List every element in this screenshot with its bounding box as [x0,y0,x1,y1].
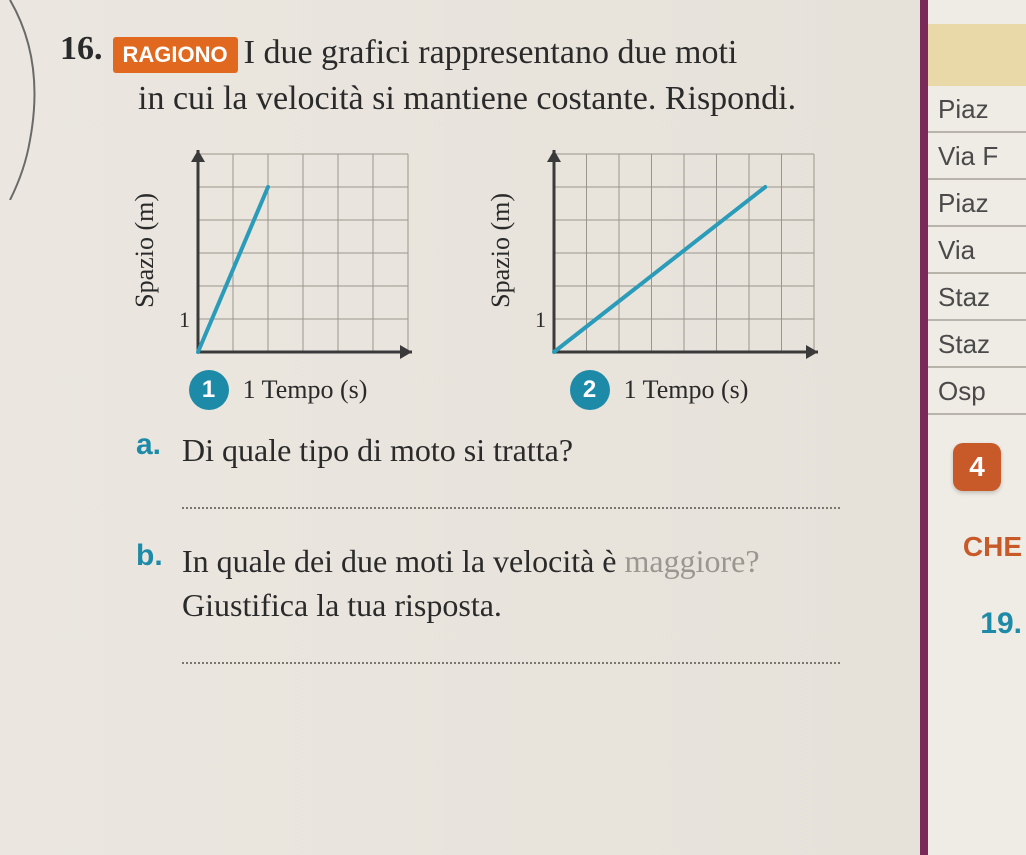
svg-text:1: 1 [535,307,546,332]
sub-question-a: a. Di quale tipo di moto si tratta? [136,428,900,473]
right-tab [928,24,1026,86]
side-che-label: CHE [928,531,1026,563]
page: 16. RAGIONOI due grafici rappresentano d… [0,0,920,855]
side-19-label: 19. [928,607,1026,641]
right-tab: Osp [928,368,1026,415]
sub-question-b: b. In quale dei due moti la velocità è m… [136,539,900,629]
chart-2-xlabel-text: Tempo (s) [643,375,749,404]
right-tab: Piaz [928,180,1026,227]
svg-text:1: 1 [179,307,190,332]
chart-2-svg: 1 [522,136,832,366]
question-line1-text: I due grafici rappresentano due moti [244,34,738,71]
chart-2-wrap: Spazio (m) 1 [486,136,832,366]
chart-2-block: Spazio (m) 1 2 1 Tempo (s) [486,136,832,410]
sub-b-main: In quale dei due moti la velocità è [182,543,625,579]
chart-1-xlabel: 1 Tempo (s) [243,375,368,405]
chart-2-ylabel: Spazio (m) [486,193,516,308]
ragiono-badge: RAGIONO [113,37,238,73]
charts-row: Spazio (m) 1 1 1 Tempo (s) Spazio (m) 1 … [130,136,900,410]
tabs-container: PiazVia FPiazViaStazStazOsp [928,24,1026,415]
sub-b-letter: b. [136,539,166,573]
question-text-line1: RAGIONOI due grafici rappresentano due m… [113,30,738,76]
chart-2-bottom: 2 1 Tempo (s) [570,370,749,410]
question-header: 16. RAGIONOI due grafici rappresentano d… [60,30,900,76]
sub-a-text: Di quale tipo di moto si tratta? [182,428,573,473]
question-text-line2: in cui la velocità si mantiene costante.… [138,80,900,118]
right-tab: Via F [928,133,1026,180]
sub-a-letter: a. [136,428,166,462]
answer-line-b[interactable] [182,662,840,664]
chart-1-svg: 1 [166,136,426,366]
chart-1-ylabel: Spazio (m) [130,193,160,308]
right-tab: Staz [928,321,1026,368]
right-tab: Piaz [928,86,1026,133]
answer-line-a[interactable] [182,507,840,509]
chart-1-block: Spazio (m) 1 1 1 Tempo (s) [130,136,426,410]
chart-2-xlabel-num: 1 [624,375,637,404]
chart-1-bottom: 1 1 Tempo (s) [189,370,368,410]
chart-2-xlabel: 1 Tempo (s) [624,375,749,405]
sub-b-text: In quale dei due moti la velocità è magg… [182,539,760,629]
chart-2-circle: 2 [570,370,610,410]
right-tab: Staz [928,274,1026,321]
right-tab: Via [928,227,1026,274]
sub-b-faded: maggiore? [625,543,760,579]
chart-1-wrap: Spazio (m) 1 [130,136,426,366]
question-number: 16. [60,30,103,68]
sub-b-line2: Giustifica la tua risposta. [182,587,502,623]
right-margin-strip: PiazVia FPiazViaStazStazOsp 4 CHE 19. [920,0,1026,855]
chart-1-circle: 1 [189,370,229,410]
side-badge-4: 4 [953,443,1001,491]
